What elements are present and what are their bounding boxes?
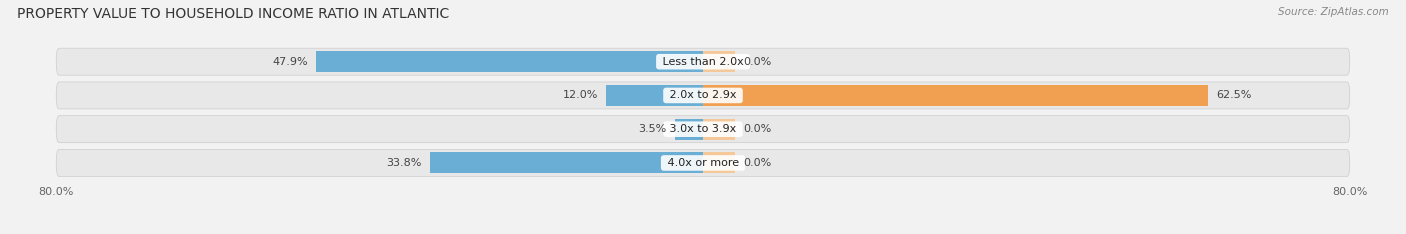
Text: PROPERTY VALUE TO HOUSEHOLD INCOME RATIO IN ATLANTIC: PROPERTY VALUE TO HOUSEHOLD INCOME RATIO… [17, 7, 449, 21]
Bar [703, 119, 735, 140]
Bar [675, 119, 703, 140]
Text: 62.5%: 62.5% [1216, 91, 1251, 100]
Text: 3.0x to 3.9x: 3.0x to 3.9x [666, 124, 740, 134]
Text: 0.0%: 0.0% [744, 158, 772, 168]
FancyBboxPatch shape [56, 82, 1350, 109]
Bar [703, 85, 1208, 106]
Text: Source: ZipAtlas.com: Source: ZipAtlas.com [1278, 7, 1389, 17]
FancyBboxPatch shape [56, 116, 1350, 143]
Text: 0.0%: 0.0% [744, 57, 772, 67]
Text: 12.0%: 12.0% [562, 91, 598, 100]
Text: 4.0x or more: 4.0x or more [664, 158, 742, 168]
Text: 33.8%: 33.8% [387, 158, 422, 168]
Bar [606, 85, 703, 106]
FancyBboxPatch shape [56, 150, 1350, 176]
Text: 0.0%: 0.0% [744, 124, 772, 134]
Bar [430, 153, 703, 173]
Text: 3.5%: 3.5% [638, 124, 666, 134]
Text: 2.0x to 2.9x: 2.0x to 2.9x [666, 91, 740, 100]
Bar [703, 153, 735, 173]
Text: Less than 2.0x: Less than 2.0x [659, 57, 747, 67]
Bar [316, 51, 703, 72]
FancyBboxPatch shape [56, 48, 1350, 75]
Bar [703, 51, 735, 72]
Text: 47.9%: 47.9% [271, 57, 308, 67]
